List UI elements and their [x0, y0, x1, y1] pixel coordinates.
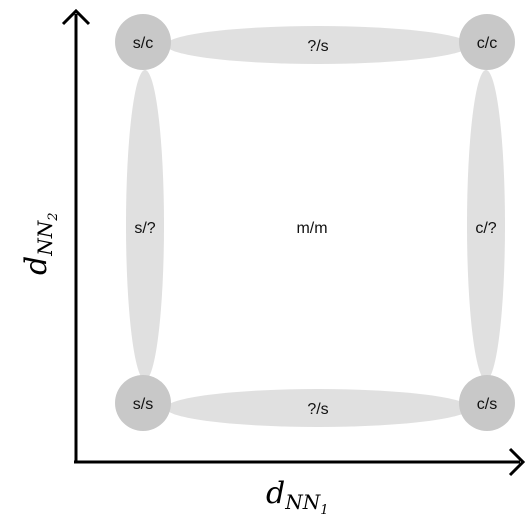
- node-bottom-right-label: c/s: [477, 396, 497, 413]
- y-axis-label-main: d: [19, 256, 54, 275]
- node-center-label: m/m: [296, 220, 327, 237]
- x-axis-label-subsub: 1: [320, 503, 328, 514]
- node-bottom-left-label: s/s: [133, 396, 153, 413]
- node-top-left-label: s/c: [133, 35, 153, 52]
- y-axis-label-subsub: 2: [46, 213, 61, 222]
- svg-text:dNN2: dNN2: [19, 213, 61, 276]
- edge-right-label: c/?: [475, 220, 496, 237]
- y-axis-label-sub: NN: [33, 219, 57, 257]
- edge-top-label: ?/s: [307, 38, 328, 55]
- svg-text:dNN1: dNN1: [266, 476, 329, 514]
- edge-bottom-label: ?/s: [307, 401, 328, 418]
- edge-left-label: s/?: [134, 220, 155, 237]
- x-axis-label-sub: NN: [284, 490, 322, 514]
- node-top-right-label: c/c: [477, 35, 497, 52]
- edge-right-ellipse: [467, 70, 505, 380]
- node-top-right-circle: [459, 14, 515, 70]
- node-bottom-left-circle: [115, 375, 171, 431]
- node-top-left-circle: [115, 14, 171, 70]
- edge-left-ellipse: [126, 70, 164, 380]
- y-axis-arrowhead: [61, 8, 91, 26]
- x-axis-arrowhead: [508, 447, 525, 477]
- x-axis-label: dNN1: [266, 476, 329, 514]
- edge-top-ellipse: [166, 26, 470, 64]
- x-axis-label-main: d: [266, 476, 285, 511]
- node-bottom-right-circle: [459, 375, 515, 431]
- edge-bottom-ellipse: [166, 389, 470, 427]
- y-axis-label: dNN2: [19, 213, 61, 276]
